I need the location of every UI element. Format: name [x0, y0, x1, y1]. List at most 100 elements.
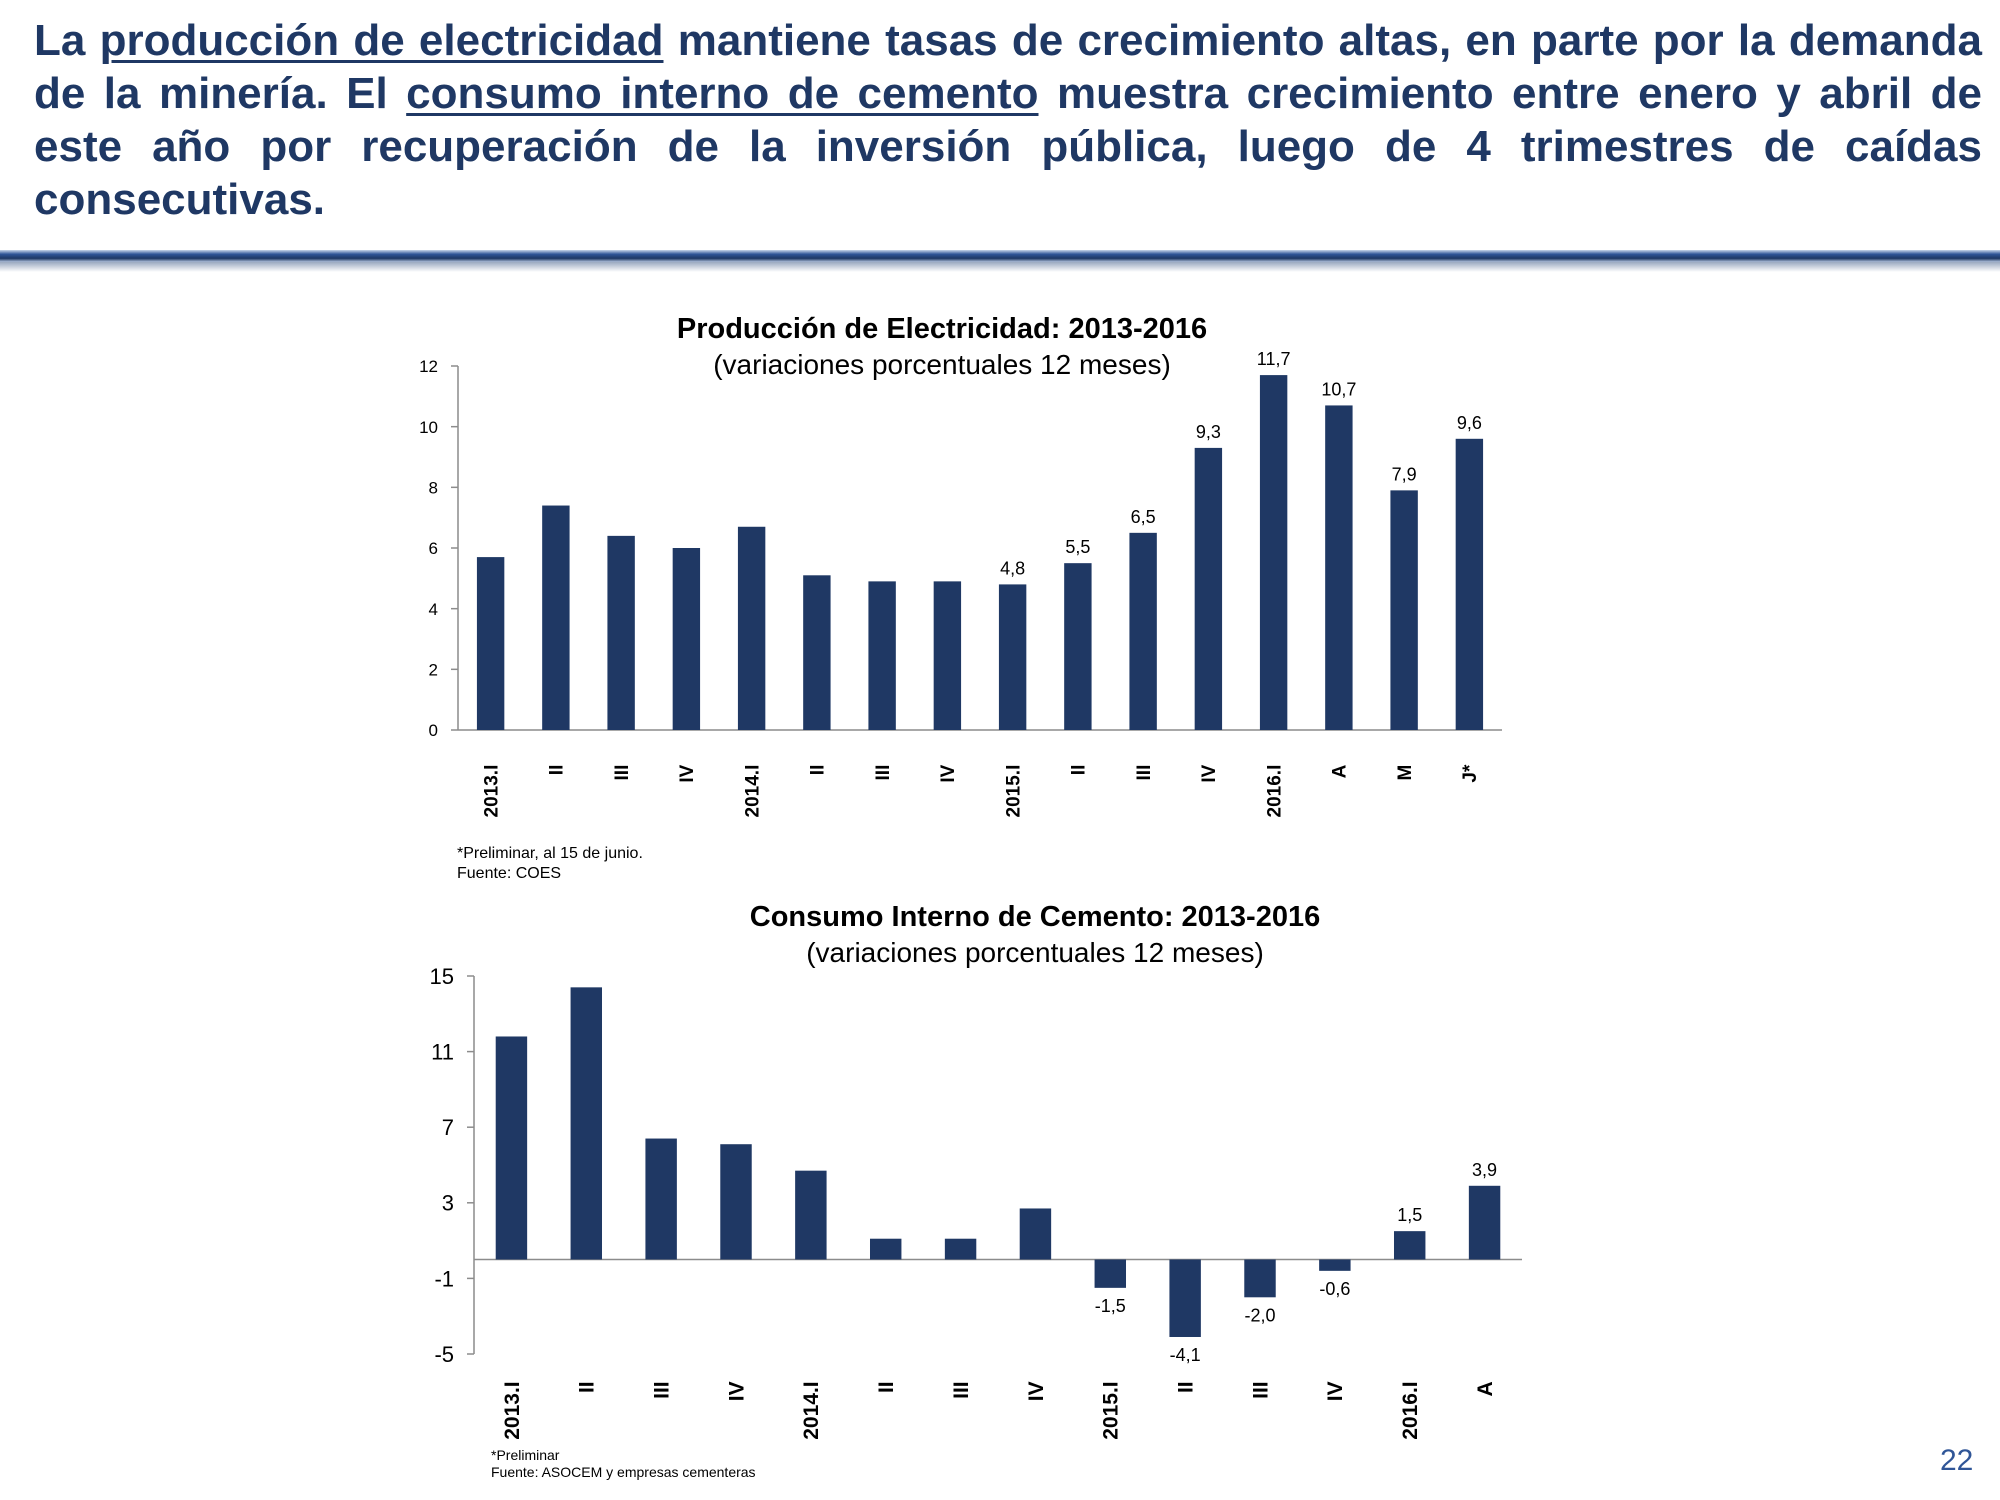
- cement-data-label: -4,1: [1170, 1345, 1201, 1365]
- electricity-note: Fuente: COES: [457, 865, 561, 882]
- headline-intro: La: [34, 16, 100, 65]
- electricity-data-label: 10,7: [1321, 379, 1356, 399]
- cement-y-tick-label: 11: [431, 1040, 454, 1065]
- cement-bar: [869, 1238, 902, 1260]
- electricity-category-label: IV: [677, 764, 698, 782]
- page-number: 22: [1940, 1444, 1974, 1477]
- cement-note: *Preliminar: [491, 1447, 560, 1463]
- electricity-data-label: 6,5: [1131, 507, 1156, 527]
- electricity-category-label: II: [1069, 765, 1090, 776]
- electricity-category-label: 2014.I: [742, 765, 763, 818]
- electricity-title: Producción de Electricidad: 2013-2016: [677, 313, 1207, 345]
- cement-bar: [1169, 1259, 1201, 1337]
- cement-bar: [1393, 1231, 1426, 1260]
- cement-category-label: IV: [725, 1381, 748, 1401]
- cement-category-label: III: [650, 1381, 673, 1399]
- electricity-y-tick-label: 10: [419, 418, 438, 437]
- cement-bar: [1319, 1259, 1351, 1271]
- cement-bar: [1244, 1259, 1276, 1298]
- cement-category-label: II: [576, 1381, 599, 1393]
- electricity-category-label: II: [808, 765, 829, 776]
- electricity-bar: [672, 548, 701, 730]
- headline: La producción de electricidad mantiene t…: [34, 14, 1982, 226]
- electricity-data-label: 9,6: [1457, 413, 1482, 433]
- cement-category-label: III: [950, 1381, 973, 1399]
- headline-middle: mantiene tasas de crecimiento altas, en …: [34, 16, 1982, 118]
- electricity-data-label: 11,7: [1257, 349, 1291, 369]
- headline-link-electricity[interactable]: producción de electricidad: [99, 16, 664, 65]
- cement-data-label: -0,6: [1319, 1279, 1350, 1299]
- cement-title: Consumo Interno de Cemento: 2013-2016: [750, 901, 1320, 933]
- electricity-category-label: III: [612, 765, 633, 781]
- electricity-y-tick-label: 12: [419, 357, 438, 376]
- electricity-bar: [933, 581, 962, 730]
- electricity-bar: [607, 535, 635, 730]
- cement-category-label: IV: [1324, 1381, 1347, 1401]
- cement-y-tick-label: 15: [430, 964, 454, 989]
- electricity-bar: [1259, 375, 1288, 730]
- cement-category-label: II: [875, 1381, 898, 1393]
- electricity-bar: [1064, 563, 1092, 730]
- electricity-category-label: 2015.I: [1003, 765, 1024, 818]
- cement-bar: [570, 987, 603, 1260]
- electricity-bar: [476, 557, 505, 730]
- cement-y-tick-label: 7: [442, 1115, 454, 1140]
- headline-link-cement[interactable]: consumo interno de cemento: [406, 69, 1039, 118]
- cement-category-label: 2015.I: [1100, 1381, 1123, 1439]
- cement-data-label: -1,5: [1095, 1296, 1126, 1316]
- electricity-category-label: A: [1330, 764, 1351, 778]
- cement-category-label: IV: [1025, 1381, 1048, 1401]
- cement-category-label: II: [1174, 1381, 1197, 1393]
- cement-subtitle: (variaciones porcentuales 12 meses): [806, 937, 1264, 968]
- cement-data-label: 1,5: [1397, 1205, 1422, 1225]
- cement-category-label: 2013.I: [501, 1381, 524, 1439]
- electricity-category-label: IV: [938, 764, 959, 782]
- electricity-category-label: J*: [1460, 764, 1481, 783]
- cement-bar: [495, 1036, 528, 1260]
- cement-category-label: 2016.I: [1399, 1381, 1422, 1439]
- electricity-bar: [1129, 532, 1157, 730]
- cement-y-tick-label: -1: [434, 1266, 454, 1291]
- electricity-category-label: II: [547, 765, 568, 776]
- electricity-bar: [1390, 490, 1418, 730]
- electricity-y-tick-label: 8: [429, 478, 438, 497]
- cement-category-label: 2014.I: [800, 1381, 823, 1439]
- electricity-bar: [542, 505, 570, 730]
- header-divider: [0, 250, 2000, 272]
- electricity-bar: [1455, 438, 1484, 730]
- electricity-bar: [868, 581, 896, 730]
- headline-outro: muestra crecimiento entre enero y abril …: [34, 69, 1982, 224]
- cement-data-label: 3,9: [1472, 1160, 1497, 1180]
- cement-bar: [1019, 1208, 1052, 1260]
- electricity-y-tick-label: 6: [429, 539, 438, 558]
- electricity-data-label: 5,5: [1065, 537, 1090, 557]
- cement-bar: [1094, 1259, 1127, 1288]
- cement-y-tick-label: 3: [442, 1191, 454, 1216]
- cement-bar: [795, 1170, 827, 1260]
- electricity-data-label: 7,9: [1392, 464, 1417, 484]
- electricity-y-tick-label: 2: [429, 660, 438, 679]
- electricity-category-label: IV: [1199, 764, 1220, 782]
- cement-bar: [720, 1144, 752, 1260]
- electricity-category-label: M: [1395, 765, 1416, 781]
- electricity-bar: [737, 526, 766, 730]
- electricity-y-tick-label: 0: [429, 721, 438, 740]
- electricity-category-label: III: [873, 765, 894, 781]
- cement-bar: [944, 1238, 977, 1260]
- electricity-bar: [803, 575, 831, 730]
- electricity-subtitle: (variaciones porcentuales 12 meses): [713, 349, 1171, 380]
- electricity-category-label: 2016.I: [1264, 765, 1285, 818]
- electricity-category-label: III: [1134, 765, 1155, 781]
- cement-y-tick-label: -5: [434, 1342, 454, 1367]
- cement-category-label: A: [1474, 1381, 1497, 1396]
- electricity-y-tick-label: 4: [429, 600, 438, 619]
- cement-data-label: -2,0: [1244, 1305, 1275, 1325]
- electricity-note: *Preliminar, al 15 de junio.: [457, 845, 643, 862]
- electricity-bar: [1194, 447, 1223, 730]
- cement-note: Fuente: ASOCEM y empresas cementeras: [491, 1464, 756, 1480]
- electricity-data-label: 4,8: [1000, 558, 1025, 578]
- electricity-category-label: 2013.I: [481, 765, 502, 818]
- cement-bar: [645, 1138, 677, 1260]
